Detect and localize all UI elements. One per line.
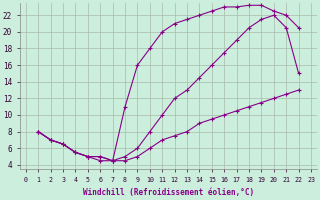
X-axis label: Windchill (Refroidissement éolien,°C): Windchill (Refroidissement éolien,°C) [83,188,254,197]
